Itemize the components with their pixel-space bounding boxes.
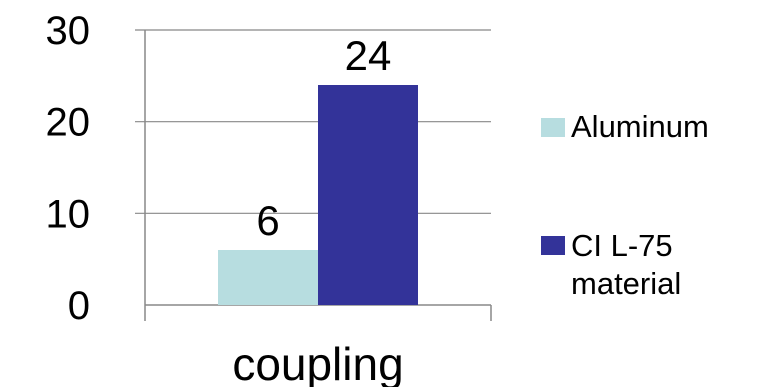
legend-label-aluminum: Aluminum (571, 109, 709, 144)
gridlines (135, 29, 491, 214)
y-tick-label-0: 0 (68, 284, 90, 328)
legend-label-ci-l75-line2: material (571, 266, 681, 301)
legend: Aluminum CI L-75 material (541, 109, 709, 301)
legend-label-ci-l75-line1: CI L-75 (571, 228, 673, 263)
legend-swatch-aluminum (541, 118, 565, 137)
y-tick-label-3: 30 (46, 9, 91, 53)
data-labels: 6 24 (256, 32, 391, 244)
legend-swatch-ci-l75 (541, 236, 565, 255)
y-tick-labels: 0 10 20 30 (46, 9, 91, 328)
category-label: coupling (232, 338, 403, 387)
y-tick-label-1: 10 (46, 192, 91, 236)
bars (218, 85, 418, 305)
data-label-1: 24 (345, 32, 392, 79)
bar-1 (318, 85, 418, 305)
legend-label-ci-l75: CI L-75 material (571, 228, 681, 301)
y-tick-label-2: 20 (46, 101, 91, 145)
bar-0 (218, 250, 318, 305)
data-label-0: 6 (256, 197, 279, 244)
